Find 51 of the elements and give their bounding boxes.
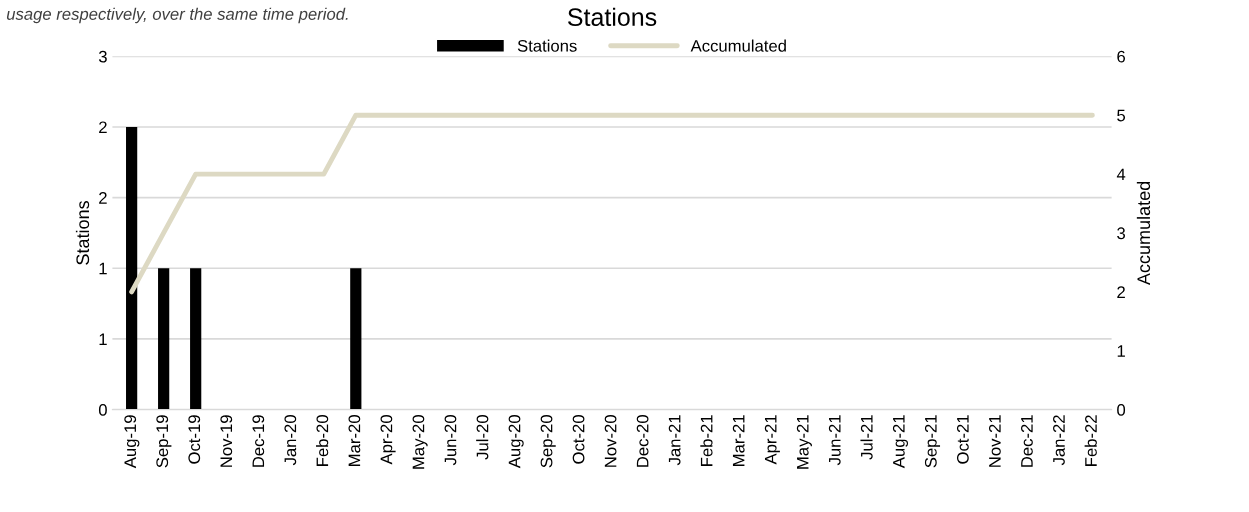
x-tick-label: Aug-20 [508,415,524,469]
x-tick-label: Dec-19 [252,415,265,467]
x-tick-label: Aug-19 [124,415,140,469]
y-tick-label: 0 [98,404,107,416]
x-tick-label: Jan-22 [1053,415,1065,466]
y2-tick-label: 3 [1117,227,1126,240]
x-tick-label: Oct-19 [188,415,201,464]
x-tick-label: Feb-21 [700,415,713,466]
legend-label: Stations [517,39,577,52]
x-tick-label: Sep-21 [924,415,941,468]
x-tick-label: Mar-21 [732,415,745,466]
y2-tick-label: 4 [1116,168,1126,181]
x-tick-label: Dec-21 [1021,415,1033,467]
x-tick-label: Dec-20 [636,415,649,467]
x-tick-label: May-20 [412,415,428,469]
y-tick-label: 2 [99,192,107,204]
x-tick-label: Mar-20 [348,415,361,466]
y2-tick-label: 6 [1117,50,1126,63]
x-tick-label: Jun-20 [444,415,457,466]
y2-tick-label: 0 [1117,404,1126,416]
line-series [129,112,1095,295]
x-tick-label: Feb-20 [316,415,329,466]
y-tick-label: 3 [98,50,107,63]
x-tick-label: Oct-21 [956,415,969,464]
y2-tick-label: 2 [1117,286,1125,298]
x-tick-label: Sep-19 [156,415,172,468]
x-tick-label: Sep-20 [540,415,556,468]
x-tick-label: Nov-19 [220,415,233,467]
y-tick-label: 2 [99,121,107,134]
text: usage respectively, over the same time period. [6,7,348,24]
legend-label: Accumulated [690,39,786,52]
chart-title: Stations [567,7,657,27]
y2-axis-title: Accumulated [1136,181,1151,286]
x-tick-label: Jul-21 [860,415,873,460]
y2-tick-label: 5 [1117,109,1126,122]
x-tick-label: Aug-21 [892,415,909,469]
x-tick-label: Apr-20 [380,415,396,465]
x-tick-label: Apr-21 [764,415,780,465]
x-tick-label: Jun-21 [828,415,841,466]
x-tick-label: Oct-20 [572,415,585,464]
x-tick-label: Nov-21 [988,415,1001,467]
x-tick-label: Jan-20 [284,415,297,466]
x-tick-label: Feb-22 [1084,415,1097,466]
x-tick-label: May-21 [796,415,812,469]
x-tick-label: Jul-20 [476,415,489,460]
y-axis-title: Stations [75,200,90,265]
y-tick-label: 1 [99,333,107,345]
y2-tick-label: 1 [1117,345,1125,357]
x-tick-label: Jan-21 [668,415,681,466]
y-tick-label: 1 [99,262,107,275]
x-tick-label: Nov-20 [604,415,617,467]
